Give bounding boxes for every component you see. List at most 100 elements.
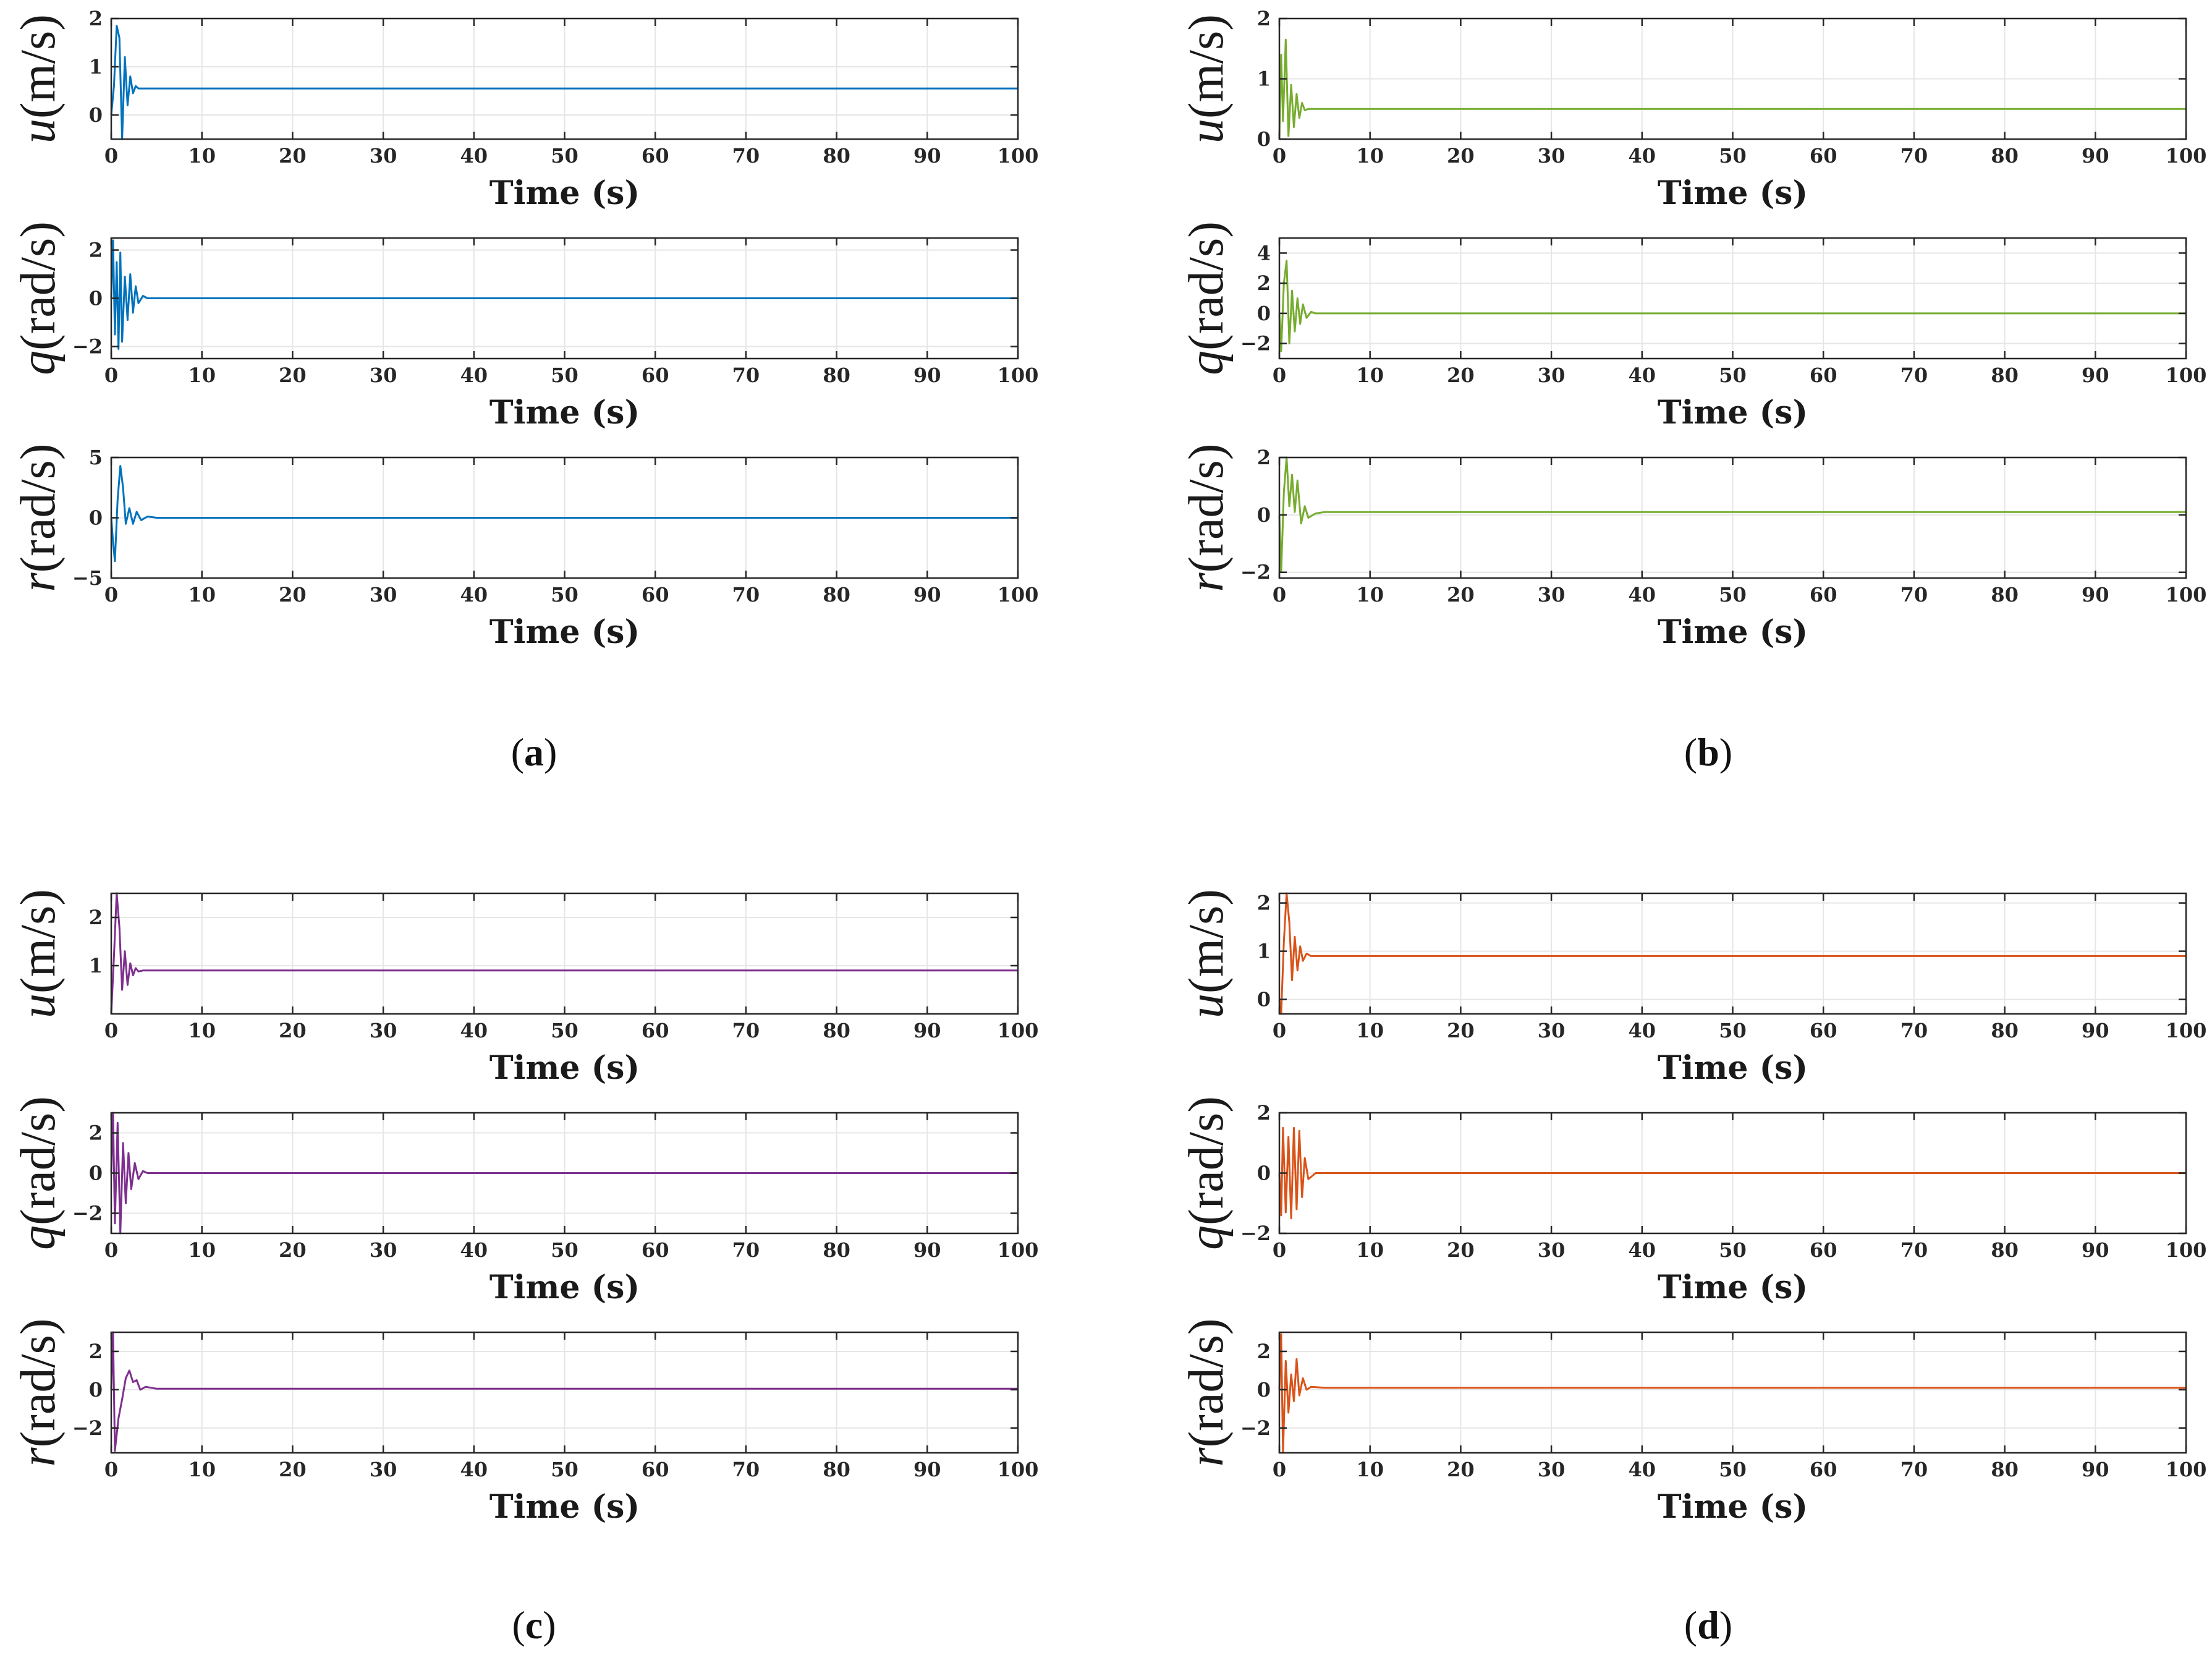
y-tick-label: 2 [89, 7, 103, 30]
x-tick-label: 0 [104, 1019, 118, 1042]
y-tick-label: 1 [1257, 67, 1271, 91]
series-line-r [1278, 456, 2186, 574]
x-tick-label: 90 [2082, 1019, 2109, 1042]
x-tick-label: 10 [1356, 1019, 1384, 1042]
x-tick-label: 0 [1273, 144, 1286, 168]
x-tick-label: 40 [1629, 364, 1656, 387]
x-tick-label: 20 [279, 144, 307, 168]
subplot-u: 0 10 20 30 40 50 60 70 80 90 100 0 1 2 Time (s) u(m/s) [1179, 889, 2206, 1087]
y-tick-label: 0 [1257, 503, 1271, 527]
x-tick-label: 40 [1629, 144, 1656, 168]
y-tick-label: 4 [1257, 241, 1271, 265]
panel-caption: (a) [511, 730, 557, 774]
x-tick-label: 70 [732, 144, 760, 168]
x-tick-label: 60 [642, 1458, 669, 1481]
x-tick-label: 100 [998, 364, 1039, 387]
x-tick-label: 100 [998, 583, 1039, 606]
x-tick-label: 0 [1273, 1458, 1286, 1481]
y-tick-label: 0 [89, 1162, 103, 1185]
y-tick-label: 2 [1257, 7, 1271, 30]
x-tick-label: 40 [460, 1458, 488, 1481]
y-axis-unit: (m/s) [11, 889, 66, 993]
x-tick-label: 50 [551, 144, 578, 168]
series-line-q [1278, 260, 2186, 352]
x-tick-label: 40 [1629, 1238, 1656, 1262]
x-tick-label: 80 [823, 1019, 850, 1042]
x-tick-label: 30 [1538, 1238, 1566, 1262]
x-tick-label: 90 [2082, 1458, 2109, 1481]
x-tick-label: 50 [551, 1458, 578, 1481]
y-axis-unit: (rad/s) [1179, 1319, 1234, 1448]
x-tick-label: 100 [2166, 583, 2207, 606]
y-tick-label: −2 [72, 1202, 103, 1225]
x-tick-label: 90 [913, 1238, 941, 1262]
y-axis-symbol: q [1179, 351, 1234, 375]
x-tick-label: 30 [370, 1238, 397, 1262]
series-line-q [1278, 1126, 2186, 1220]
x-axis-label: Time (s) [489, 1049, 640, 1087]
x-tick-label: 40 [1629, 1019, 1656, 1042]
x-tick-label: 20 [279, 583, 307, 606]
x-tick-label: 50 [1719, 364, 1747, 387]
x-tick-label: 0 [1273, 1019, 1286, 1042]
x-tick-label: 100 [2166, 1458, 2207, 1481]
x-tick-label: 0 [104, 144, 118, 168]
x-tick-label: 70 [732, 364, 760, 387]
y-axis-symbol: u [1179, 993, 1234, 1018]
series-line-u [1278, 892, 2186, 1015]
x-tick-label: 20 [1447, 583, 1475, 606]
y-axis-symbol: r [11, 1447, 66, 1466]
y-tick-label: 2 [1257, 891, 1271, 915]
x-tick-label: 60 [642, 1238, 669, 1262]
y-tick-label: −2 [72, 1416, 103, 1440]
y-tick-label: −2 [1240, 1222, 1271, 1245]
x-tick-label: 50 [551, 1019, 578, 1042]
x-tick-label: 100 [998, 1238, 1039, 1262]
x-tick-label: 10 [188, 364, 216, 387]
x-tick-label: 80 [1991, 1458, 2019, 1481]
x-tick-label: 40 [1629, 583, 1656, 606]
x-axis-label: Time (s) [489, 394, 640, 432]
y-axis-symbol: q [11, 1225, 66, 1250]
subplot-u: 0 10 20 30 40 50 60 70 80 90 100 0 1 2 Time (s) u(m/s) [11, 7, 1038, 212]
y-tick-label: 0 [1257, 302, 1271, 325]
x-tick-label: 70 [1901, 1019, 1928, 1042]
y-tick-label: −5 [72, 566, 103, 590]
x-tick-label: 10 [188, 144, 216, 168]
y-axis-symbol: r [1179, 1447, 1234, 1466]
x-tick-label: 70 [1901, 1458, 1928, 1481]
y-axis-label: q(rad/s) [1179, 221, 1234, 375]
x-tick-label: 100 [998, 144, 1039, 168]
y-tick-label: 0 [89, 1378, 103, 1402]
x-tick-label: 10 [188, 1019, 216, 1042]
y-axis-label: u(m/s) [11, 889, 66, 1018]
x-tick-label: 80 [1991, 583, 2019, 606]
y-axis-unit: (rad/s) [11, 221, 66, 351]
x-tick-label: 0 [104, 1458, 118, 1481]
x-tick-label: 80 [1991, 1238, 2019, 1262]
x-tick-label: 90 [913, 1458, 941, 1481]
x-tick-label: 30 [370, 144, 397, 168]
x-tick-label: 30 [1538, 144, 1566, 168]
panel-caption: (c) [512, 1603, 556, 1647]
y-axis-symbol: u [1179, 119, 1234, 143]
y-tick-label: −2 [1240, 1416, 1271, 1440]
x-tick-label: 20 [279, 1458, 307, 1481]
x-tick-label: 60 [1810, 583, 1837, 606]
x-tick-label: 90 [913, 144, 941, 168]
x-tick-label: 50 [551, 364, 578, 387]
y-axis-symbol: u [11, 119, 66, 143]
y-tick-label: 1 [1257, 940, 1271, 963]
y-tick-label: 0 [1257, 988, 1271, 1011]
x-axis-label: Time (s) [1658, 394, 1808, 432]
x-tick-label: 10 [188, 583, 216, 606]
y-tick-label: 1 [89, 954, 103, 977]
x-tick-label: 60 [642, 144, 669, 168]
y-tick-label: −2 [1240, 561, 1271, 584]
x-tick-label: 80 [1991, 1019, 2019, 1042]
